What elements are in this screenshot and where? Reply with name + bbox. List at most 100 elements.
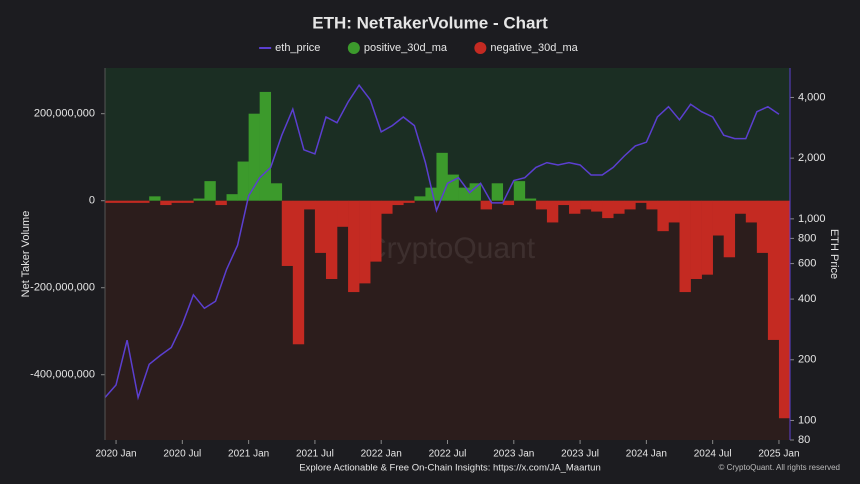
- bar: [524, 198, 537, 201]
- x-tick-label: 2025 Jan: [758, 449, 799, 460]
- x-tick-label: 2023 Jan: [493, 449, 534, 460]
- copyright: © CryptoQuant. All rights reserved: [719, 463, 841, 472]
- bar: [613, 200, 625, 214]
- y-tick-label: -400,000,000: [30, 369, 95, 381]
- bar: [679, 200, 691, 293]
- bar: [502, 200, 515, 206]
- bar: [270, 183, 283, 201]
- y2-tick-label: 80: [798, 434, 810, 446]
- bar: [171, 200, 183, 203]
- watermark: CryptoQuant: [365, 232, 536, 265]
- y2-tick-label: 100: [798, 414, 816, 426]
- bar: [403, 200, 415, 203]
- bar: [557, 200, 570, 206]
- bar: [767, 200, 780, 340]
- y-tick-label: -200,000,000: [30, 282, 95, 294]
- bar: [127, 200, 139, 203]
- bar: [149, 196, 161, 201]
- bar: [513, 181, 526, 201]
- bar: [701, 200, 713, 275]
- bar: [491, 183, 504, 201]
- bar: [325, 200, 338, 280]
- bar: [425, 187, 437, 201]
- bar: [138, 200, 150, 203]
- plot-bg-bottom: [105, 200, 790, 440]
- bar: [734, 200, 747, 214]
- bar: [259, 91, 272, 201]
- bar: [359, 200, 371, 284]
- bar: [602, 200, 614, 219]
- bar: [778, 200, 791, 419]
- bar: [469, 183, 481, 201]
- legend-label: positive_30d_ma: [364, 42, 448, 54]
- x-tick-label: 2021 Jan: [228, 449, 269, 460]
- x-tick-label: 2022 Jan: [361, 449, 402, 460]
- legend-label: eth_price: [275, 42, 320, 54]
- bar: [337, 200, 349, 227]
- bar: [535, 200, 548, 210]
- bar: [745, 200, 758, 223]
- y2-tick-label: 200: [798, 354, 816, 366]
- x-tick-label: 2024 Jul: [694, 449, 732, 460]
- bar: [105, 200, 117, 203]
- price-line: [104, 83, 780, 401]
- bar: [314, 200, 327, 253]
- bar: [569, 200, 581, 214]
- bar: [723, 200, 736, 258]
- legend-label: negative_30d_ma: [490, 42, 578, 54]
- bar: [248, 113, 260, 201]
- bar: [193, 198, 205, 201]
- bar: [657, 200, 669, 232]
- bar: [458, 187, 470, 201]
- bar: [281, 200, 294, 266]
- x-tick-label: 2020 Jul: [163, 449, 201, 460]
- bar: [447, 174, 459, 201]
- x-tick-label: 2020 Jan: [95, 449, 136, 460]
- bar: [215, 200, 227, 206]
- bar: [668, 200, 680, 223]
- bar: [204, 181, 216, 201]
- x-tick-label: 2021 Jul: [296, 449, 334, 460]
- y2-axis-label: ETH Price: [828, 229, 840, 279]
- bar: [414, 196, 426, 201]
- bar: [546, 200, 559, 223]
- bar: [370, 200, 382, 262]
- bar: [690, 200, 702, 280]
- bar: [160, 200, 172, 206]
- y2-tick-label: 400: [798, 293, 816, 305]
- bar: [591, 200, 603, 212]
- bar: [580, 200, 592, 210]
- bar: [436, 152, 448, 201]
- bar: [182, 200, 194, 203]
- y2-tick-label: 4,000: [798, 91, 826, 103]
- footer: Explore Actionable & Free On-Chain Insig…: [299, 463, 601, 474]
- y-tick-label: 0: [89, 195, 95, 207]
- legend-swatch: [347, 42, 360, 54]
- y2-tick-label: 2,000: [798, 152, 826, 164]
- y-tick-label: 200,000,000: [34, 108, 95, 120]
- bar: [348, 200, 360, 293]
- bar: [480, 200, 492, 210]
- chart-title: ETH: NetTakerVolume - Chart: [312, 13, 548, 32]
- bar: [237, 161, 249, 201]
- legend-swatch: [474, 42, 487, 54]
- bar: [646, 200, 658, 210]
- y2-tick-label: 600: [798, 257, 816, 269]
- x-tick-label: 2023 Jul: [561, 449, 599, 460]
- bar: [756, 200, 769, 253]
- y2-tick-label: 1,000: [798, 213, 826, 225]
- y2-tick-label: 800: [798, 232, 816, 244]
- bar: [303, 200, 316, 210]
- bar: [292, 200, 305, 345]
- bar: [712, 200, 725, 236]
- x-tick-label: 2022 Jul: [429, 449, 467, 460]
- bar: [381, 200, 393, 214]
- x-tick-label: 2024 Jan: [626, 449, 667, 460]
- bar: [226, 194, 238, 201]
- y-axis-label: Net Taker Volume: [20, 211, 32, 298]
- bar: [635, 200, 647, 203]
- bar: [392, 200, 404, 206]
- bar: [116, 200, 128, 203]
- bar: [624, 200, 636, 210]
